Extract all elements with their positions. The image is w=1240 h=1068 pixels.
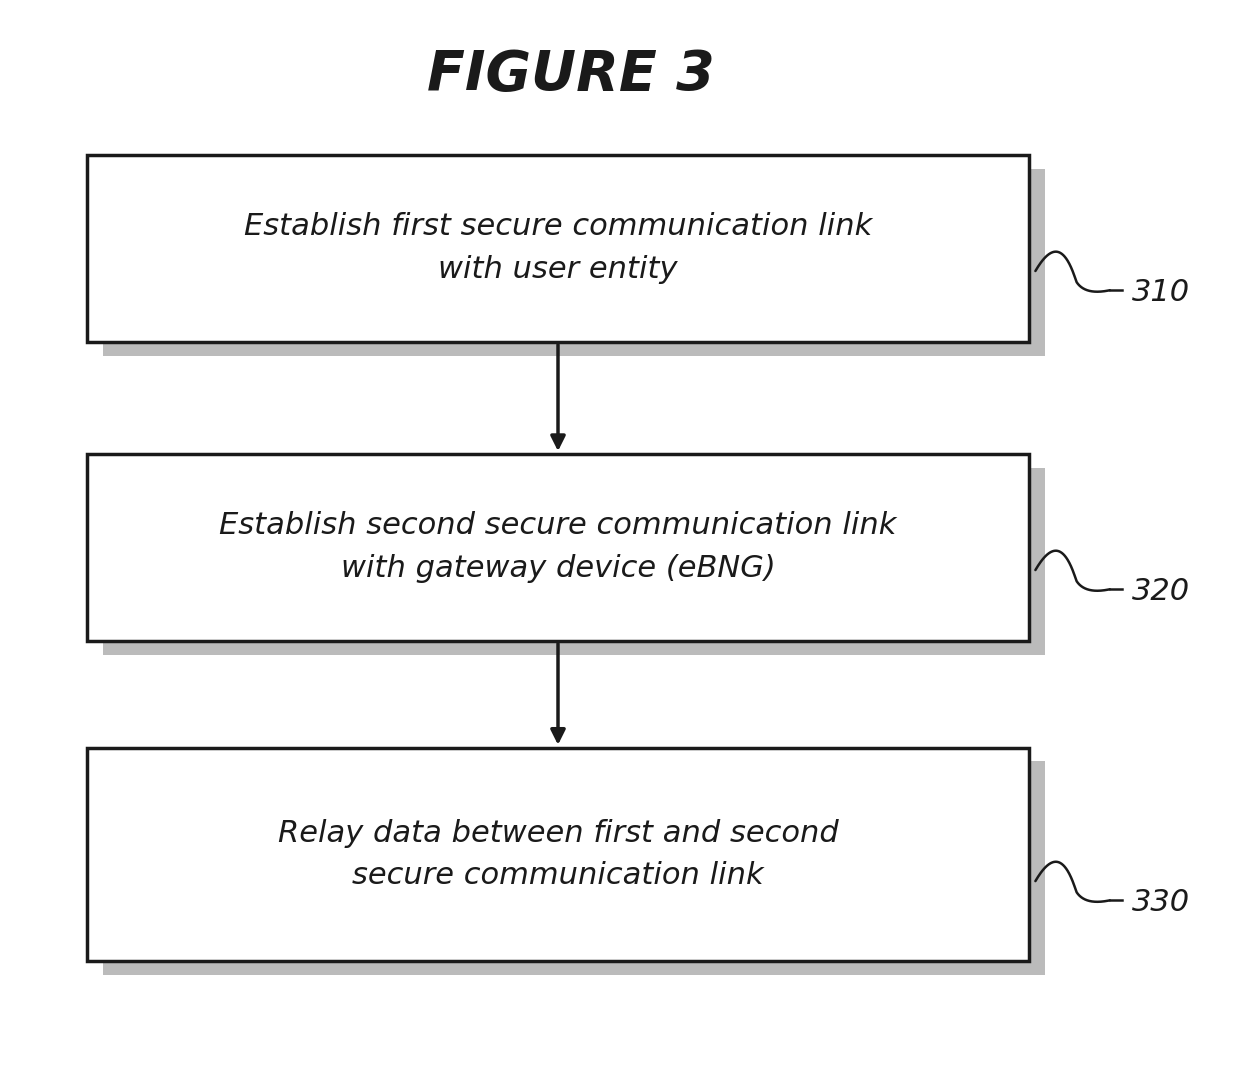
FancyBboxPatch shape (87, 748, 1029, 961)
Text: 310: 310 (1132, 278, 1190, 307)
FancyBboxPatch shape (103, 468, 1045, 655)
FancyBboxPatch shape (103, 761, 1045, 975)
FancyBboxPatch shape (87, 155, 1029, 342)
Text: Establish second secure communication link
with gateway device (eBNG): Establish second secure communication li… (219, 512, 897, 583)
Text: Establish first secure communication link
with user entity: Establish first secure communication lin… (244, 213, 872, 284)
Text: Relay data between first and second
secure communication link: Relay data between first and second secu… (278, 818, 838, 891)
Text: 320: 320 (1132, 577, 1190, 606)
Text: FIGURE 3: FIGURE 3 (427, 48, 714, 101)
FancyBboxPatch shape (87, 454, 1029, 641)
FancyBboxPatch shape (103, 169, 1045, 356)
Text: 330: 330 (1132, 888, 1190, 917)
